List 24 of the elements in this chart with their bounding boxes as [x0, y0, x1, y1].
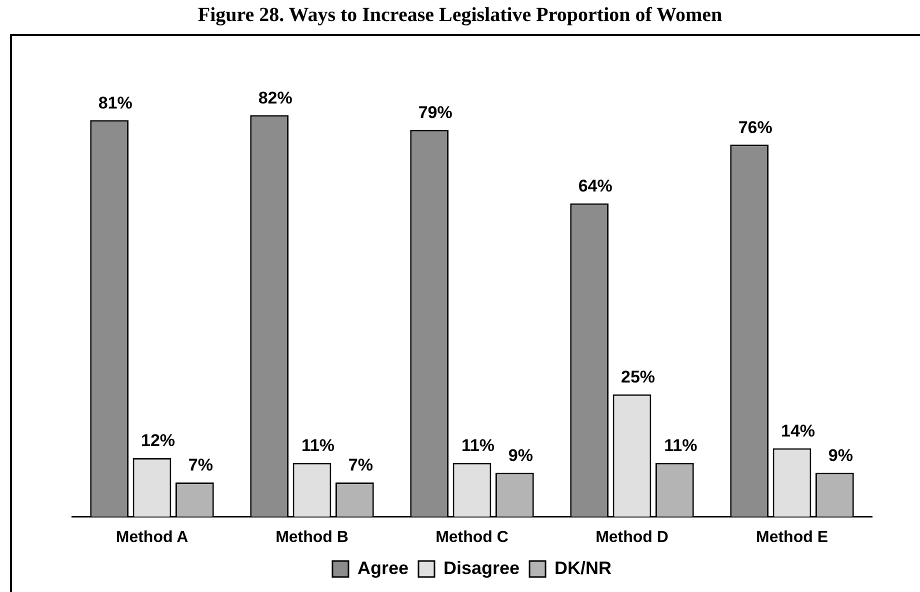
data-label: 81% — [98, 93, 132, 112]
data-label: 79% — [418, 103, 452, 122]
legend-label: DK/NR — [554, 558, 612, 578]
x-tick-label: Method E — [756, 528, 828, 546]
x-tick-label: Method A — [116, 528, 189, 546]
chart-title: Figure 28. Ways to Increase Legislative Proportion of Women — [196, 3, 724, 28]
data-label: 7% — [348, 456, 373, 475]
x-tick-label: Method B — [276, 528, 348, 546]
data-label: 7% — [188, 456, 213, 475]
legend-label: Agree — [357, 558, 408, 578]
x-tick-label: Method D — [596, 528, 668, 546]
data-label: 82% — [258, 88, 292, 108]
legend-label: Disagree — [443, 558, 520, 578]
x-tick-label: Method C — [436, 528, 509, 546]
data-label: 25% — [620, 368, 656, 387]
data-label: 11% — [301, 436, 335, 456]
data-label: 12% — [140, 431, 176, 450]
data-label: 11% — [461, 436, 495, 456]
data-label: 9% — [828, 446, 853, 465]
data-label: 64% — [578, 176, 612, 196]
data-label: 14% — [780, 421, 816, 440]
data-label: 76% — [738, 118, 772, 137]
data-label: 9% — [508, 446, 533, 465]
data-label: 11% — [664, 436, 698, 456]
